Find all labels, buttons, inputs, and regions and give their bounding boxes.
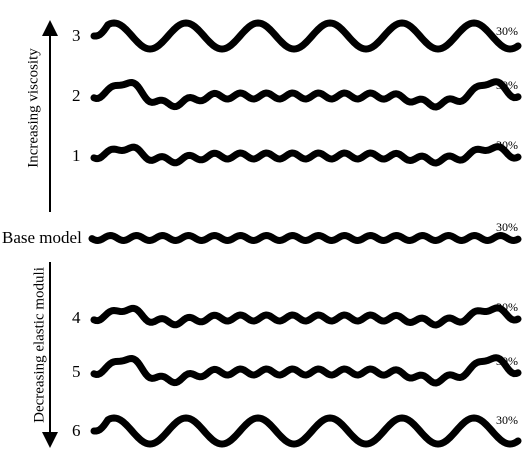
- row-label: Base model: [2, 228, 82, 247]
- row-label: 1: [72, 146, 81, 165]
- wave: [90, 354, 522, 387]
- annotation: 30%: [496, 78, 518, 92]
- side-label: Decreasing elastic moduli: [31, 267, 47, 423]
- wave: [90, 304, 522, 329]
- row-label: 5: [72, 362, 81, 381]
- row-label: 4: [72, 308, 81, 327]
- row-label: 3: [72, 26, 81, 45]
- row-label: 2: [72, 86, 81, 105]
- row-label: 6: [72, 421, 81, 440]
- wave: [90, 414, 522, 448]
- annotation: 30%: [496, 138, 518, 152]
- wave: [88, 232, 522, 244]
- annotation: 30%: [496, 220, 518, 234]
- annotation: 30%: [496, 300, 518, 314]
- wave: [90, 78, 522, 111]
- annotation: 30%: [496, 413, 518, 427]
- annotation: 30%: [496, 354, 518, 368]
- side-label: Increasing viscosity: [25, 48, 41, 168]
- wave: [90, 19, 522, 53]
- annotation: 30%: [496, 24, 518, 38]
- wave: [90, 143, 522, 167]
